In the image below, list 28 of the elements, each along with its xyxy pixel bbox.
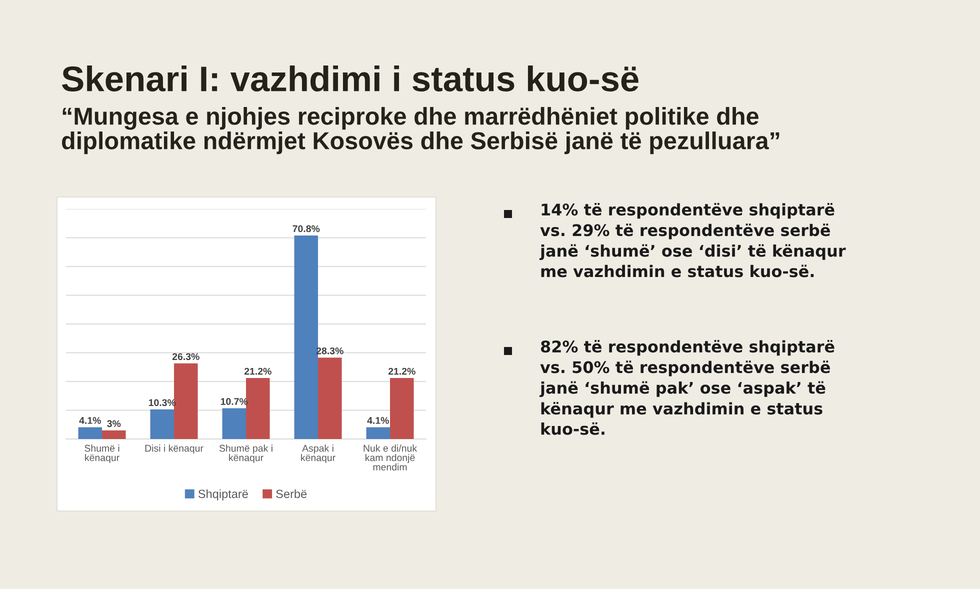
data-label: 4.1% (79, 417, 101, 424)
x-tick-label: Aspak i kënaqur (301, 444, 336, 464)
data-label: 70.8% (292, 225, 320, 232)
bar (174, 363, 198, 439)
x-tick-label: Nuk e di/nuk kam ndonjë mendim (364, 444, 418, 471)
bar (78, 427, 102, 439)
x-tick-label: Shumë pak i kënaqur (219, 444, 272, 464)
bar (366, 427, 390, 439)
chart-title: Skenari I: vazhdimi i status kuo-së (62, 65, 638, 92)
bar (294, 235, 318, 439)
bar (102, 430, 126, 439)
text: 14% të respondentëve shqiptarë vs. 29% të respondentëve serbë janë ‘shumë’ ose ‘disi’ të kënaqur me vazhdimin e status kuo-së. (539, 203, 846, 278)
x-tick-label: Shumë i kënaqur (84, 444, 120, 464)
data-label: 21.2% (244, 368, 272, 375)
bar (318, 358, 342, 439)
bar (222, 408, 246, 439)
x-tick-label: Disi i kënaqur (145, 444, 204, 454)
legend-label: Shqiptarë (198, 489, 248, 500)
bar (246, 378, 270, 439)
chart-subtitle: “Mungesa e njohjes reciproke dhe marrëdhëniet politike dhe diplomatike ndërmjet Kosovës dhe Serbisë janë të pezulluara” (62, 107, 780, 154)
bar (390, 378, 414, 439)
data-label: 26.3% (172, 353, 200, 360)
legend-label: Serbë (276, 489, 307, 498)
data-label: 4.1% (367, 417, 389, 424)
bar (150, 409, 174, 439)
data-label: 21.2% (388, 368, 416, 375)
text: 82% të respondentëve shqiptarë vs. 50% të respondentëve serbë janë ‘shumë pak’ ose ‘aspak’ të kënaqur me vazhdimin e status kuo-së. (539, 340, 834, 435)
data-label: 3% (107, 420, 121, 428)
